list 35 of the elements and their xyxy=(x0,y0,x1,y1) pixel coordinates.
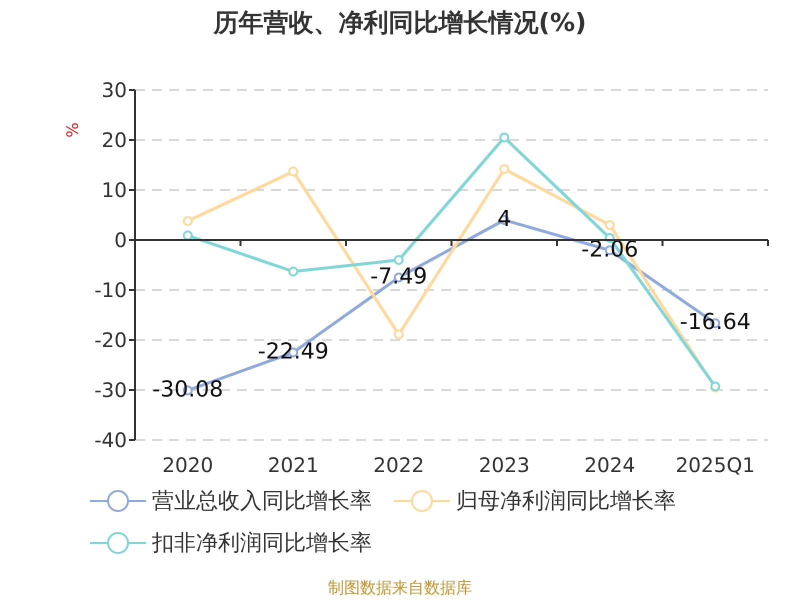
point xyxy=(394,255,404,265)
y-tick-label: 0 xyxy=(114,228,127,252)
x-tick-label: 2024 xyxy=(584,453,636,478)
data-label: -2.06 xyxy=(581,236,638,262)
data-label: -16.64 xyxy=(680,310,751,335)
legend-label: 归母净利润同比增长率 xyxy=(456,488,676,516)
point xyxy=(499,132,510,142)
chart-title: 历年营收、净利同比增长情况(%) xyxy=(212,7,588,39)
y-axis-title: % xyxy=(62,122,82,138)
point xyxy=(288,166,298,176)
data-label: -7.49 xyxy=(370,264,428,289)
text: 制图数据来自数据库 xyxy=(327,578,473,599)
y-tick-label: -40 xyxy=(94,428,127,452)
y-tick-label: -10 xyxy=(94,278,127,302)
point xyxy=(182,216,193,226)
data-label: 4 xyxy=(497,206,512,232)
point xyxy=(288,266,298,276)
x-tick-label: 2022 xyxy=(373,453,424,478)
legend-label: 营业总收入同比增长率 xyxy=(152,488,372,516)
point xyxy=(499,164,510,174)
x-tick-label: 2025Q1 xyxy=(676,453,755,478)
x-tick-label: 2023 xyxy=(478,453,530,478)
y-tick-label: 20 xyxy=(102,128,127,152)
x-tick-label: 2021 xyxy=(268,453,319,478)
point xyxy=(604,220,615,230)
y-tick-label: -20 xyxy=(94,328,127,352)
y-tick-label: 10 xyxy=(102,178,127,202)
x-tick-label: 2020 xyxy=(162,453,214,478)
point xyxy=(394,330,404,340)
legend-label: 扣非净利润同比增长率 xyxy=(152,530,372,558)
data-label: -30.08 xyxy=(152,376,224,402)
data-label: -22.49 xyxy=(258,338,329,364)
y-tick-label: 30 xyxy=(102,78,127,102)
point xyxy=(182,230,193,240)
y-tick-label: -30 xyxy=(94,378,127,402)
